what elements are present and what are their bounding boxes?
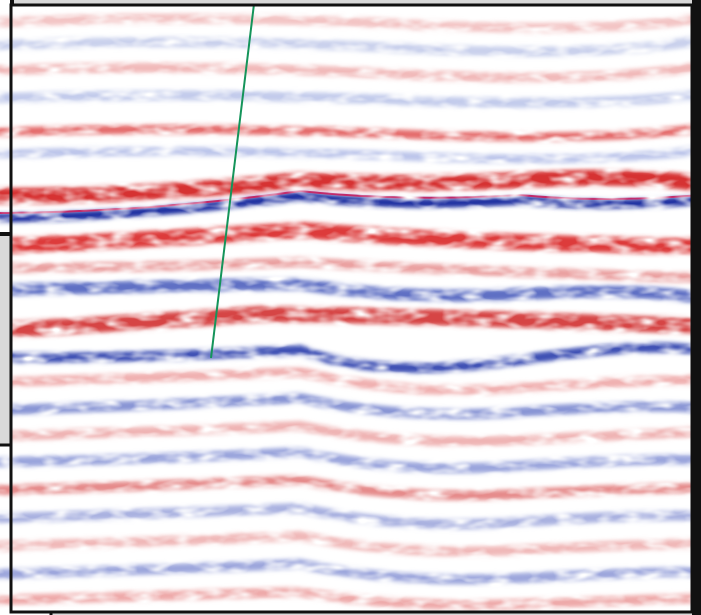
well-trajectory (210, 6, 255, 359)
right-frame (692, 0, 701, 615)
